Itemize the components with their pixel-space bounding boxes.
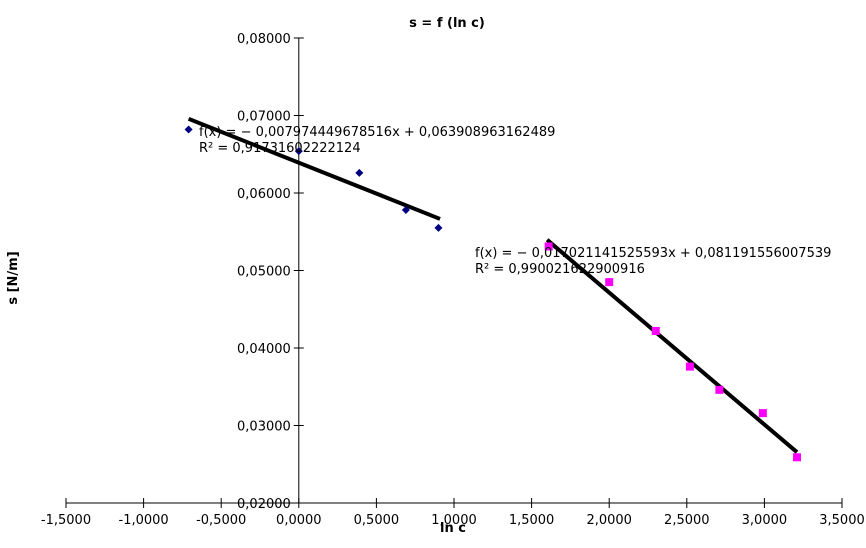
y-tick-label: 0,04000 [237, 342, 291, 357]
point-series-1 [294, 147, 303, 156]
point-series-2 [544, 242, 553, 251]
annotation-series-1-equation: f(x) = − 0,007974449678516x + 0,06390896… [199, 125, 555, 140]
y-axis-title: s [N/m] [6, 251, 21, 304]
x-axis-title: ln c [440, 521, 466, 536]
y-tick-label: 0,03000 [237, 420, 291, 435]
point-series-1 [355, 168, 364, 177]
trendlines [187, 116, 799, 454]
x-tick-label: 1,0000 [431, 513, 477, 528]
trendline-series-1 [187, 116, 441, 221]
point-series-2 [685, 362, 694, 371]
y-tick-label: 0,02000 [237, 497, 291, 512]
x-tick-label: 3,0000 [742, 513, 788, 528]
point-series-1 [184, 125, 193, 134]
annotations: f(x) = − 0,007974449678516x + 0,06390896… [199, 125, 831, 277]
annotation-series-2-equation: f(x) = − 0,017021141525593x + 0,08119155… [475, 246, 831, 261]
y-tick-label: 0,05000 [237, 265, 291, 280]
y-tick-label: 0,07000 [237, 110, 291, 125]
x-tick-label: 0,0000 [276, 513, 322, 528]
x-tick-label: 2,0000 [586, 513, 632, 528]
x-tick-label: -1,5000 [41, 513, 91, 528]
point-series-2 [715, 385, 724, 394]
x-tick-label: -1,0000 [119, 513, 169, 528]
x-tick-label: 1,5000 [509, 513, 555, 528]
point-series-1 [434, 223, 443, 232]
x-tick-label: 2,5000 [664, 513, 710, 528]
point-series-2 [758, 409, 767, 418]
y-tick-label: 0,08000 [237, 32, 291, 47]
chart-title: s = f (ln c) [409, 16, 485, 31]
x-tick-label: 3,5000 [819, 513, 865, 528]
trendline-series-2 [545, 238, 799, 454]
x-tick-label: -0,5000 [196, 513, 246, 528]
y-tick-label: 0,06000 [237, 187, 291, 202]
axes: -1,5000 -1,0000 -0,5000 0,0000 0,5000 1,0000 1… [41, 32, 865, 528]
data-points [184, 125, 801, 462]
point-series-2 [792, 453, 801, 462]
point-series-2 [651, 326, 660, 335]
point-series-1 [401, 206, 410, 215]
annotation-series-2-r2: R² = 0,990021622900916 [475, 262, 645, 277]
x-tick-label: 0,5000 [354, 513, 400, 528]
point-series-2 [605, 278, 614, 287]
annotation-series-1-r2: R² = 0,917316022221​24 [199, 141, 361, 156]
